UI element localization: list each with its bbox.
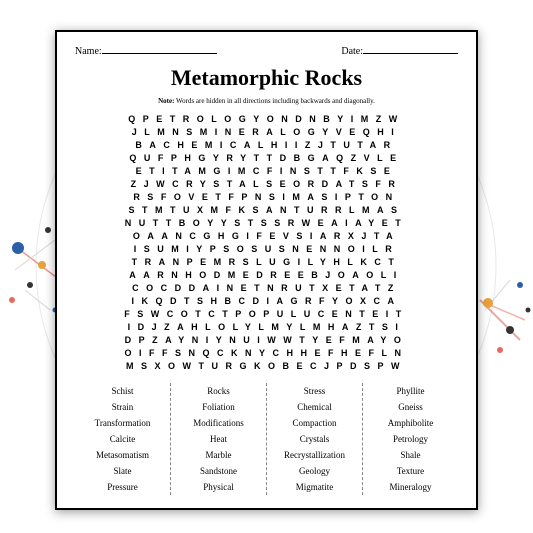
grid-row: BACHEMICALHIIZJTUTAR <box>75 139 458 152</box>
name-label: Name: <box>75 46 102 57</box>
grid-row: ETITAMGIMCFINSTTFKSE <box>75 165 458 178</box>
wordbank-word: Calcite <box>79 431 166 447</box>
wordbank-word: Metasomatism <box>79 447 166 463</box>
wordbank-word: Texture <box>367 463 454 479</box>
grid-row: IDJZAHLOLYLMYLMHAZTSI <box>75 321 458 334</box>
wordbank-word: Compaction <box>271 415 358 431</box>
wordbank-word: Rocks <box>175 383 262 399</box>
wordbank-word: Transformation <box>79 415 166 431</box>
grid-row: COCDDAINETNRUTXETATZ <box>75 282 458 295</box>
wordbank-word: Physical <box>175 479 262 495</box>
wordbank-column: PhylliteGneissAmphibolitePetrologyShaleT… <box>362 383 458 495</box>
grid-row: OAANCGHGIFEVSIARXJTA <box>75 230 458 243</box>
grid-row: ZJWCRYSTALSEORDATSFR <box>75 178 458 191</box>
grid-row: ISUMIYPSOSUSNENNOILR <box>75 243 458 256</box>
wordbank-word: Crystals <box>271 431 358 447</box>
wordbank-word: Schist <box>79 383 166 399</box>
wordbank-word: Strain <box>79 399 166 415</box>
date-field: Date: <box>341 44 458 57</box>
wordbank-word: Pressure <box>79 479 166 495</box>
wordbank-word: Chemical <box>271 399 358 415</box>
note-prefix: Note: <box>158 97 174 105</box>
instructions-note: Note: Words are hidden in all directions… <box>75 97 458 105</box>
header-row: Name: Date: <box>75 44 458 57</box>
grid-row: RSFOVETFPNSIMASIPTON <box>75 191 458 204</box>
wordbank-word: Heat <box>175 431 262 447</box>
grid-row: OIFFSNQCKNYCHHEFHEFLN <box>75 347 458 360</box>
grid-row: DPZAYNIYNUIWWTYEFMAYO <box>75 334 458 347</box>
note-text: Words are hidden in all directions inclu… <box>174 97 374 105</box>
wordbank-column: StressChemicalCompactionCrystalsRecrysta… <box>266 383 362 495</box>
grid-row: QUFPHGYRYTTDBGAQZVLE <box>75 152 458 165</box>
wordbank-word: Petrology <box>367 431 454 447</box>
grid-row: STMTUXMFKSANTURRLMAS <box>75 204 458 217</box>
grid-row: AARNHODMEDREEBJOAOLI <box>75 269 458 282</box>
name-input-line[interactable] <box>102 44 217 54</box>
name-field: Name: <box>75 44 217 57</box>
grid-row: NUTTBOYYSTSSRWEAIAYET <box>75 217 458 230</box>
grid-row: IKQDTSHBCDIAGRFYOXCA <box>75 295 458 308</box>
wordbank-word: Sandstone <box>175 463 262 479</box>
date-input-line[interactable] <box>363 44 458 54</box>
wordbank-word: Slate <box>79 463 166 479</box>
wordbank-word: Modifications <box>175 415 262 431</box>
word-bank: SchistStrainTransformationCalciteMetasom… <box>75 383 458 495</box>
worksheet-page: Name: Date: Metamorphic Rocks Note: Word… <box>55 30 478 510</box>
wordbank-word: Amphibolite <box>367 415 454 431</box>
grid-row: TRANPEMRSLUGILYHLKCT <box>75 256 458 269</box>
word-search-grid: QPETROLOGYONDNBYIMZWJLMNSMINERALOGYVEQHI… <box>75 113 458 373</box>
wordbank-column: RocksFoliationModificationsHeatMarbleSan… <box>170 383 266 495</box>
wordbank-word: Shale <box>367 447 454 463</box>
wordbank-column: SchistStrainTransformationCalciteMetasom… <box>75 383 170 495</box>
wordbank-word: Marble <box>175 447 262 463</box>
wordbank-word: Phyllite <box>367 383 454 399</box>
grid-row: QPETROLOGYONDNBYIMZW <box>75 113 458 126</box>
grid-row: MSXOWTURGKOBECJPDSPW <box>75 360 458 373</box>
date-label: Date: <box>341 46 363 57</box>
wordbank-word: Mineralogy <box>367 479 454 495</box>
wordbank-word: Foliation <box>175 399 262 415</box>
wordbank-word: Migmatite <box>271 479 358 495</box>
wordbank-word: Gneiss <box>367 399 454 415</box>
wordbank-word: Recrystallization <box>271 447 358 463</box>
grid-row: JLMNSMINERALOGYVEQHI <box>75 126 458 139</box>
page-title: Metamorphic Rocks <box>75 65 458 91</box>
wordbank-word: Geology <box>271 463 358 479</box>
grid-row: FSWCOTCTPOPULUCENTEIT <box>75 308 458 321</box>
wordbank-word: Stress <box>271 383 358 399</box>
